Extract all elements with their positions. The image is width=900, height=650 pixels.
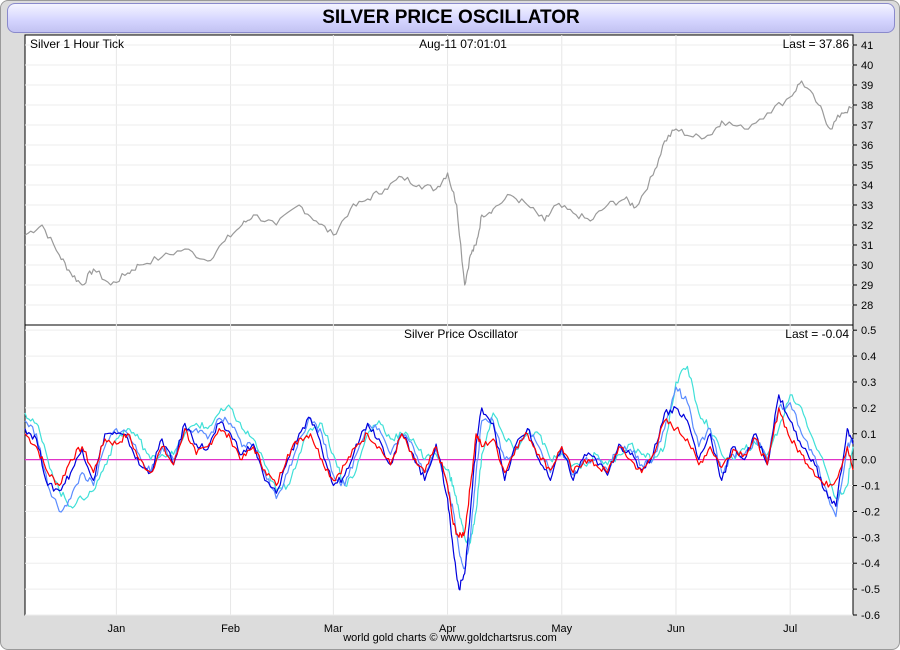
- y-tick-label: 0.3: [861, 377, 876, 389]
- top-panel-last-value: Last = 37.86: [783, 37, 850, 51]
- price-y-axis: 28 29 30 31 32 33 34 35 36 37 38 39 40 41: [853, 40, 873, 312]
- top-panel-timestamp: Aug-11 07:01:01: [419, 37, 507, 51]
- y-tick-label: 0.1: [861, 429, 876, 441]
- y-tick-label: 32: [861, 220, 873, 232]
- y-tick-label: 40: [861, 60, 873, 72]
- y-tick-label: -0.5: [861, 584, 880, 596]
- bottom-panel-last-value: Last = -0.04: [785, 327, 849, 341]
- x-tick-label: Mar: [324, 623, 343, 635]
- x-tick-label: Jul: [783, 623, 797, 635]
- y-tick-label: 35: [861, 160, 873, 172]
- y-tick-label: 31: [861, 240, 873, 252]
- y-tick-label: 37: [861, 120, 873, 132]
- x-tick-label: Jun: [667, 623, 685, 635]
- page-title: SILVER PRICE OSCILLATOR: [322, 7, 580, 28]
- y-tick-label: -0.2: [861, 506, 880, 518]
- series-line: [24, 386, 854, 570]
- y-tick-label: -0.1: [861, 481, 880, 493]
- x-tick-label: Jan: [107, 623, 125, 635]
- series-line: [24, 80, 853, 286]
- price-series: [24, 80, 853, 286]
- series-line: [24, 407, 854, 538]
- y-tick-label: 38: [861, 100, 873, 112]
- x-tick-label: Feb: [221, 623, 240, 635]
- y-tick-label: -0.6: [861, 610, 880, 622]
- y-tick-label: 0.2: [861, 403, 876, 415]
- oscillator-series: [24, 365, 854, 591]
- series-line: [24, 394, 854, 591]
- top-panel-label: Silver 1 Hour Tick: [30, 37, 125, 51]
- y-tick-label: 0.4: [861, 351, 876, 363]
- bottom-panel-title: Silver Price Oscillator: [404, 327, 518, 341]
- title-bar: SILVER PRICE OSCILLATOR: [7, 3, 895, 33]
- y-tick-label: 28: [861, 300, 873, 312]
- y-tick-label: 33: [861, 200, 873, 212]
- x-tick-label: May: [551, 623, 572, 635]
- y-tick-label: 30: [861, 260, 873, 272]
- y-tick-label: 36: [861, 140, 873, 152]
- y-tick-label: 41: [861, 40, 873, 52]
- oscillator-y-axis: -0.6 -0.5 -0.4 -0.3 -0.2 -0.1 0.0 0.1 0.2 0.3 0.4 0…: [853, 325, 880, 622]
- footer-credit: world gold charts © www.goldchartsrus.co…: [343, 632, 557, 644]
- y-tick-label: 34: [861, 180, 873, 192]
- y-tick-label: 39: [861, 80, 873, 92]
- y-tick-label: 0.0: [861, 455, 876, 467]
- x-tick-label: Apr: [439, 623, 456, 635]
- x-axis: Jan Feb Mar Apr May Jun Jul: [107, 623, 797, 635]
- y-tick-label: -0.3: [861, 532, 880, 544]
- top-panel-grid: [25, 35, 853, 325]
- y-tick-label: 29: [861, 280, 873, 292]
- y-tick-label: 0.5: [861, 325, 876, 337]
- y-tick-label: -0.4: [861, 558, 880, 570]
